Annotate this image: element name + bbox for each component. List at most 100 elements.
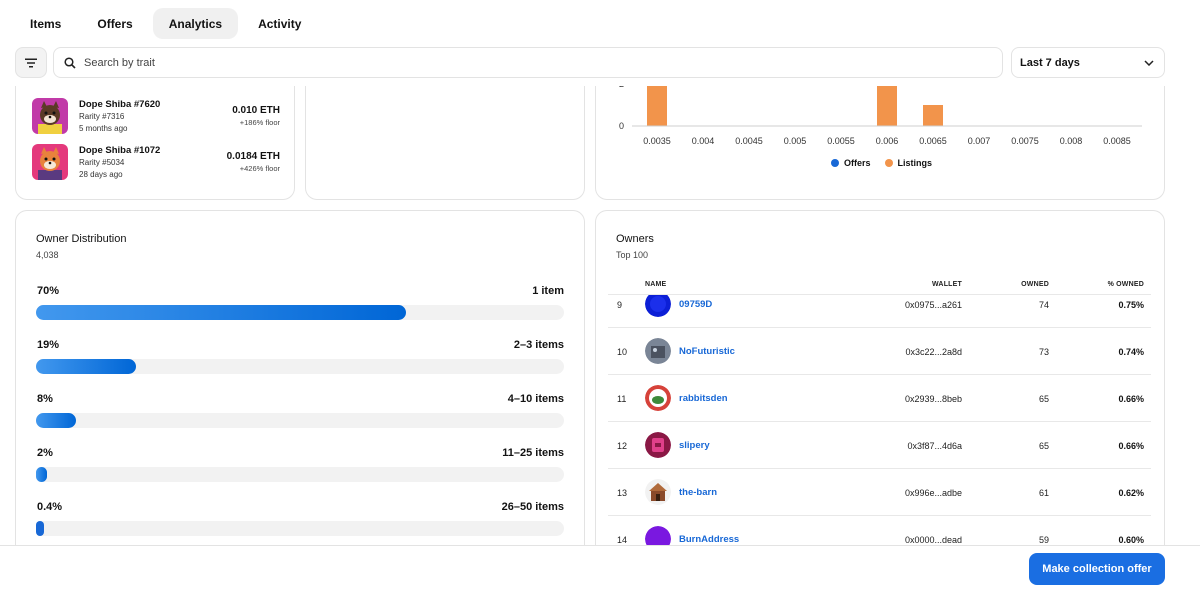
filter-button[interactable] [15, 47, 47, 78]
owner-wallet[interactable]: 0x0975...a261 [904, 299, 962, 310]
card-title: Owners [616, 233, 654, 245]
x-tick-label: 0.0065 [919, 136, 947, 146]
nft-rarity: Rarity #5034 [79, 158, 125, 167]
owner-pct: 0.66% [1118, 393, 1144, 404]
x-tick-label: 0.005 [784, 136, 807, 146]
avatar [645, 295, 671, 317]
owner-pct: 0.62% [1118, 487, 1144, 498]
trait-search [53, 47, 1003, 78]
owner-wallet[interactable]: 0x996e...adbe [904, 487, 962, 498]
avatar [645, 432, 671, 458]
x-tick-label: 0.008 [1060, 136, 1083, 146]
distribution-track [36, 467, 564, 482]
table-row[interactable]: 11 rabbitsden 0x2939...8beb 65 0.66% [608, 375, 1151, 422]
owner-rank: 9 [617, 299, 623, 310]
owner-name-link[interactable]: the-barn [679, 487, 717, 498]
owner-name-link[interactable]: NoFuturistic [679, 346, 735, 357]
owner-name-link[interactable]: slipery [679, 440, 710, 451]
nft-name[interactable]: Dope Shiba #1072 [79, 145, 161, 156]
owner-pct: 0.66% [1118, 440, 1144, 451]
search-input[interactable] [84, 56, 964, 69]
owner-rank: 11 [617, 393, 627, 404]
card-title: Owner Distribution [36, 233, 127, 245]
sale-price: 0.010 ETH [232, 105, 280, 116]
owner-rank: 13 [617, 487, 628, 498]
chevron-down-icon [1144, 59, 1154, 66]
legend-label: Offers [844, 158, 871, 168]
sale-price: 0.0184 ETH [226, 151, 280, 162]
tab-offers[interactable]: Offers [97, 16, 133, 31]
period-value: Last 7 days [1020, 56, 1080, 69]
table-row[interactable]: 13 the-barn 0x996e...adbe 61 0.62% [608, 469, 1151, 516]
avatar [645, 526, 671, 550]
card-subtitle: Top 100 [616, 250, 649, 260]
distribution-fill [36, 413, 77, 428]
column-header-name[interactable]: NAME [645, 281, 667, 288]
owner-owned: 73 [1038, 346, 1049, 357]
owner-pct: 0.74% [1118, 346, 1144, 357]
distribution-row: 8% 4–10 items [36, 393, 564, 433]
distribution-row: 19% 2–3 items [36, 339, 564, 379]
x-tick-label: 0.006 [876, 136, 899, 146]
distribution-track [36, 413, 564, 428]
owner-name-link[interactable]: BurnAddress [679, 534, 740, 545]
period-select[interactable]: Last 7 days [1011, 47, 1165, 78]
owner-wallet[interactable]: 0x2939...8beb [904, 393, 962, 404]
make-collection-offer-button[interactable]: Make collection offer [1029, 553, 1165, 585]
x-tick-label: 0.0055 [827, 136, 855, 146]
column-header-wallet[interactable]: WALLET [932, 281, 962, 288]
owner-wallet[interactable]: 0x3f87...4d6a [907, 440, 962, 451]
tab-bar: Items Offers Analytics Activity [14, 8, 317, 39]
tab-analytics[interactable]: Analytics [152, 8, 239, 39]
distribution-range: 2–3 items [513, 339, 564, 351]
x-tick-label: 0.0035 [643, 136, 671, 146]
owner-owned: 74 [1038, 299, 1049, 310]
owner-name-link[interactable]: 09759D [679, 299, 713, 310]
owner-pct: 0.75% [1118, 299, 1144, 310]
distribution-track [36, 359, 564, 374]
bar-listings[interactable] [923, 105, 943, 126]
distribution-row: 2% 11–25 items [36, 447, 564, 487]
y-tick-label: 0 [619, 121, 624, 131]
table-row[interactable]: 12 slipery 0x3f87...4d6a 65 0.66% [608, 422, 1151, 469]
owner-owned: 65 [1038, 393, 1049, 404]
distribution-row: 70% 1 item [36, 285, 564, 325]
owner-owned: 61 [1038, 487, 1049, 498]
table-row[interactable]: 10 NoFuturistic 0x3c22...2a8d 73 0.74% [608, 328, 1151, 375]
owner-count: 4,038 [36, 250, 59, 260]
owner-wallet[interactable]: 0x3c22...2a8d [905, 346, 962, 357]
owners-scroll[interactable]: 9 09759D 0x0975...a261 74 0.75% 10 NoFut… [596, 295, 1164, 550]
distribution-track [36, 521, 564, 536]
distribution-fill [36, 305, 406, 320]
table-row[interactable]: 14 BurnAddress 0x0000...dead 59 0.60% [608, 516, 1151, 550]
distribution-fill [36, 467, 47, 482]
legend-item-offers[interactable]: Offers [831, 158, 871, 168]
x-tick-label: 0.0085 [1103, 136, 1131, 146]
distribution-track [36, 305, 564, 320]
distribution-range: 1 item [532, 285, 564, 297]
distribution-range: 4–10 items [507, 393, 564, 405]
column-header-owned[interactable]: OWNED [1021, 281, 1049, 288]
sale-row[interactable]: Dope Shiba #1072 Rarity #5034 28 days ag… [32, 144, 280, 184]
column-header-pct-owned[interactable]: % OWNED [1107, 281, 1144, 288]
legend-item-listings[interactable]: Listings [884, 158, 932, 168]
tab-items[interactable]: Items [30, 16, 62, 31]
x-tick-label: 0.0045 [735, 136, 763, 146]
owner-rank: 12 [617, 440, 628, 451]
nft-thumbnail [32, 98, 68, 134]
bottom-action-bar [0, 545, 1200, 589]
distribution-range: 26–50 items [501, 501, 564, 513]
owner-pct: 0.60% [1118, 534, 1144, 545]
table-row[interactable]: 9 09759D 0x0975...a261 74 0.75% [608, 295, 1151, 328]
x-tick-label: 0.004 [692, 136, 715, 146]
avatar [645, 338, 671, 364]
nft-name[interactable]: Dope Shiba #7620 [79, 99, 161, 110]
avatar [645, 479, 671, 505]
distribution-percent: 2% [37, 447, 53, 459]
tab-activity[interactable]: Activity [258, 16, 302, 31]
owner-distribution-card: Owner Distribution 4,038 70% 1 item 19% … [15, 210, 585, 550]
sale-row[interactable]: Dope Shiba #7620 Rarity #7316 5 months a… [32, 98, 280, 138]
filter-icon [25, 58, 37, 67]
owner-name-link[interactable]: rabbitsden [679, 393, 728, 404]
owner-wallet[interactable]: 0x0000...dead [904, 534, 962, 545]
